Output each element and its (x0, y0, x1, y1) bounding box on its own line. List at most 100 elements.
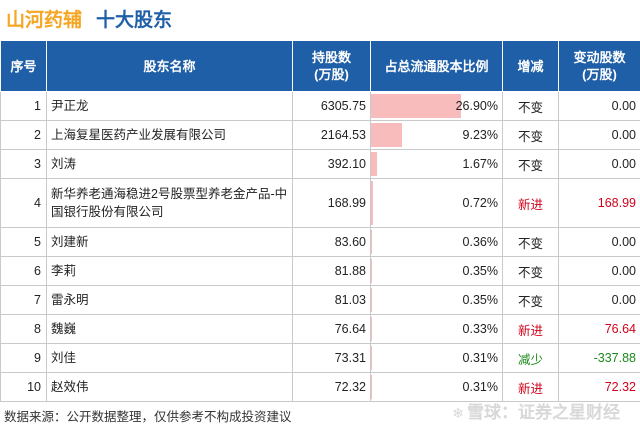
delta-cell: 0.00 (558, 227, 640, 257)
pct-cell: 0.31% (370, 343, 503, 373)
brand-text: 雪球：证券之星财经 (467, 403, 620, 422)
shareholders-table: 序号 股东名称 持股数 (万股) 占总流通股本比例 增减 变动股数 (万股) 1… (0, 40, 640, 402)
shareholder-name-cell: 刘涛 (46, 149, 293, 179)
header-shares-line1: 持股数 (311, 50, 351, 65)
delta-cell: 0.00 (558, 120, 640, 150)
table-row: 1 尹正龙 6305.75 26.90% 不变 0.00 (0, 91, 640, 121)
delta-cell: 0.00 (558, 149, 640, 179)
table-row: 4 新华养老通海稳进2号股票型养老金产品-中国银行股份有限公司 168.99 0.72… (0, 178, 640, 228)
rank-cell: 1 (0, 91, 47, 121)
shares-cell: 83.60 (292, 227, 371, 257)
delta-cell: -337.88 (558, 343, 640, 373)
pct-bar (371, 181, 374, 225)
shares-cell: 6305.75 (292, 91, 371, 121)
pct-cell: 9.23% (370, 120, 503, 150)
pct-bar (371, 230, 373, 254)
pct-bar (371, 346, 373, 370)
shares-cell: 73.31 (292, 343, 371, 373)
shareholder-name-cell: 赵效伟 (46, 372, 293, 402)
header-shares-line2: (万股) (314, 67, 349, 82)
pct-bar (371, 288, 373, 312)
change-cell: 减少 (502, 343, 559, 373)
header-change: 增减 (502, 40, 559, 92)
table-row: 10 赵效伟 72.32 0.31% 新进 72.32 (0, 372, 640, 402)
header-delta: 变动股数 (万股) (558, 40, 640, 92)
change-cell: 新进 (502, 372, 559, 402)
pct-text: 0.33% (462, 322, 498, 336)
pct-cell: 26.90% (370, 91, 503, 121)
delta-cell: 168.99 (558, 178, 640, 228)
change-cell: 不变 (502, 120, 559, 150)
pct-text: 0.35% (462, 293, 498, 307)
brand-watermark: ❄ 雪球：证券之星财经 (452, 398, 620, 423)
shareholder-name-cell: 上海复星医药产业发展有限公司 (46, 120, 293, 150)
rank-cell: 8 (0, 314, 47, 344)
pct-bar (371, 152, 377, 176)
change-cell: 不变 (502, 227, 559, 257)
pct-cell: 0.31% (370, 372, 503, 402)
shares-cell: 72.32 (292, 372, 371, 402)
rank-cell: 6 (0, 256, 47, 286)
pct-text: 0.36% (462, 235, 498, 249)
section-title: 十大股东 (96, 10, 173, 31)
pct-cell: 0.35% (370, 285, 503, 315)
pct-text: 0.72% (462, 196, 498, 210)
shares-cell: 81.03 (292, 285, 371, 315)
shareholder-name-cell: 尹正龙 (46, 91, 293, 121)
pct-bar (371, 123, 402, 147)
pct-bar (371, 94, 461, 118)
table-row: 2 上海复星医药产业发展有限公司 2164.53 9.23% 不变 0.00 (0, 120, 640, 150)
pct-text: 0.35% (462, 264, 498, 278)
table-row: 9 刘佳 73.31 0.31% 减少 -337.88 (0, 343, 640, 373)
change-cell: 不变 (502, 91, 559, 121)
delta-cell: 0.00 (558, 91, 640, 121)
header-name: 股东名称 (46, 40, 293, 92)
pct-cell: 0.72% (370, 178, 503, 228)
shares-cell: 2164.53 (292, 120, 371, 150)
pct-bar (371, 375, 373, 399)
change-cell: 不变 (502, 256, 559, 286)
shareholder-name-cell: 刘建新 (46, 227, 293, 257)
snowflake-icon: ❄ (452, 405, 464, 421)
delta-cell: 0.00 (558, 256, 640, 286)
title-bar: 山河药辅 十大股东 (0, 0, 640, 38)
pct-text: 1.67% (462, 157, 498, 171)
rank-cell: 9 (0, 343, 47, 373)
header-rank: 序号 (0, 40, 47, 92)
change-cell: 不变 (502, 285, 559, 315)
shareholder-name-cell: 新华养老通海稳进2号股票型养老金产品-中国银行股份有限公司 (46, 178, 293, 228)
rank-cell: 7 (0, 285, 47, 315)
shareholder-name-cell: 刘佳 (46, 343, 293, 373)
pct-cell: 1.67% (370, 149, 503, 179)
header-delta-line2: (万股) (582, 67, 617, 82)
delta-cell: 72.32 (558, 372, 640, 402)
header-pct: 占总流通股本比例 (370, 40, 503, 92)
rank-cell: 5 (0, 227, 47, 257)
rank-cell: 3 (0, 149, 47, 179)
company-title: 山河药辅 (6, 10, 83, 31)
data-source-note: 数据来源：公开数据整理，仅供参考不构成投资建议 (4, 410, 292, 424)
header-delta-line1: 变动股数 (573, 50, 626, 65)
pct-cell: 0.35% (370, 256, 503, 286)
pct-bar (371, 259, 373, 283)
shareholder-name-cell: 魏巍 (46, 314, 293, 344)
rank-cell: 2 (0, 120, 47, 150)
change-cell: 新进 (502, 178, 559, 228)
pct-text: 0.31% (462, 380, 498, 394)
shareholder-name-cell: 李莉 (46, 256, 293, 286)
table-row: 3 刘涛 392.10 1.67% 不变 0.00 (0, 149, 640, 179)
pct-cell: 0.33% (370, 314, 503, 344)
change-cell: 新进 (502, 314, 559, 344)
shares-cell: 392.10 (292, 149, 371, 179)
header-shares: 持股数 (万股) (292, 40, 371, 92)
table-header-row: 序号 股东名称 持股数 (万股) 占总流通股本比例 增减 变动股数 (万股) (0, 40, 640, 92)
table-row: 8 魏巍 76.64 0.33% 新进 76.64 (0, 314, 640, 344)
table-row: 7 雷永明 81.03 0.35% 不变 0.00 (0, 285, 640, 315)
pct-text: 0.31% (462, 351, 498, 365)
table-row: 5 刘建新 83.60 0.36% 不变 0.00 (0, 227, 640, 257)
delta-cell: 0.00 (558, 285, 640, 315)
pct-cell: 0.36% (370, 227, 503, 257)
delta-cell: 76.64 (558, 314, 640, 344)
pct-bar (371, 317, 373, 341)
shareholder-name-cell: 雷永明 (46, 285, 293, 315)
